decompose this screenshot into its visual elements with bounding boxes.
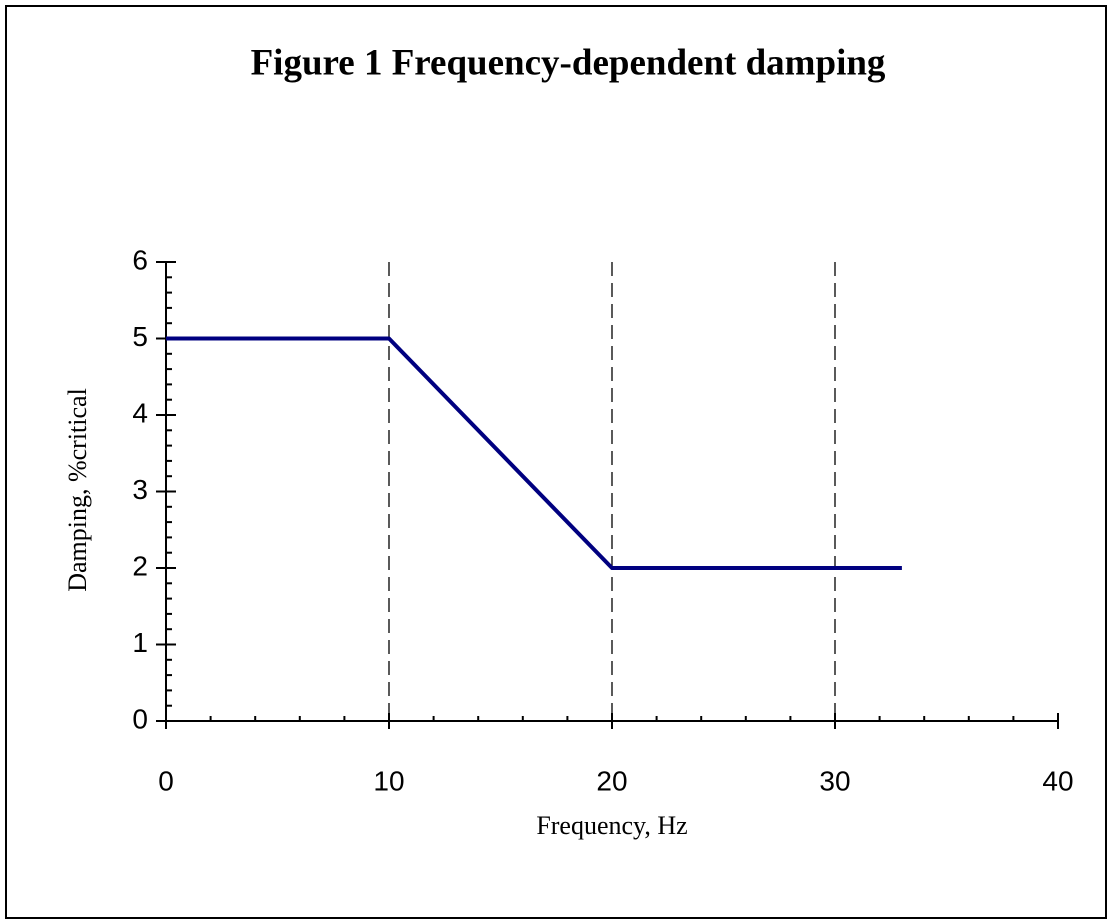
chart-title: Figure 1 Frequency-dependent damping xyxy=(251,42,886,83)
y-tick-label: 4 xyxy=(132,397,148,428)
x-tick-label: 10 xyxy=(373,765,404,796)
y-tick-label: 1 xyxy=(132,627,148,658)
y-axis-label: Damping, %critical xyxy=(63,388,92,592)
x-tick-label: 0 xyxy=(158,765,174,796)
y-tick-label: 2 xyxy=(132,550,148,581)
x-tick-label: 40 xyxy=(1042,765,1073,796)
y-tick-label: 0 xyxy=(132,703,148,734)
chart-border xyxy=(5,5,1107,919)
x-tick-label: 20 xyxy=(596,765,627,796)
y-tick-label: 3 xyxy=(132,474,148,505)
y-tick-label: 6 xyxy=(132,244,148,275)
x-axis-label: Frequency, Hz xyxy=(536,811,687,840)
x-tick-label: 30 xyxy=(819,765,850,796)
data-line xyxy=(166,336,902,570)
y-tick-label: 5 xyxy=(132,321,148,352)
